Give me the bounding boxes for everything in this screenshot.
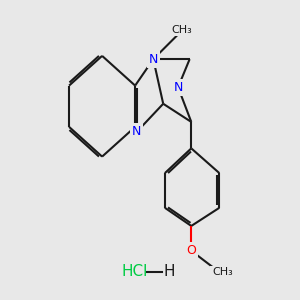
Text: N: N <box>132 125 142 138</box>
Text: HCl: HCl <box>122 264 148 279</box>
Text: CH₃: CH₃ <box>171 25 192 34</box>
Text: N: N <box>173 81 183 94</box>
Text: O: O <box>186 244 196 257</box>
Text: CH₃: CH₃ <box>212 267 233 277</box>
Text: N: N <box>148 53 158 66</box>
Text: H: H <box>164 264 175 279</box>
